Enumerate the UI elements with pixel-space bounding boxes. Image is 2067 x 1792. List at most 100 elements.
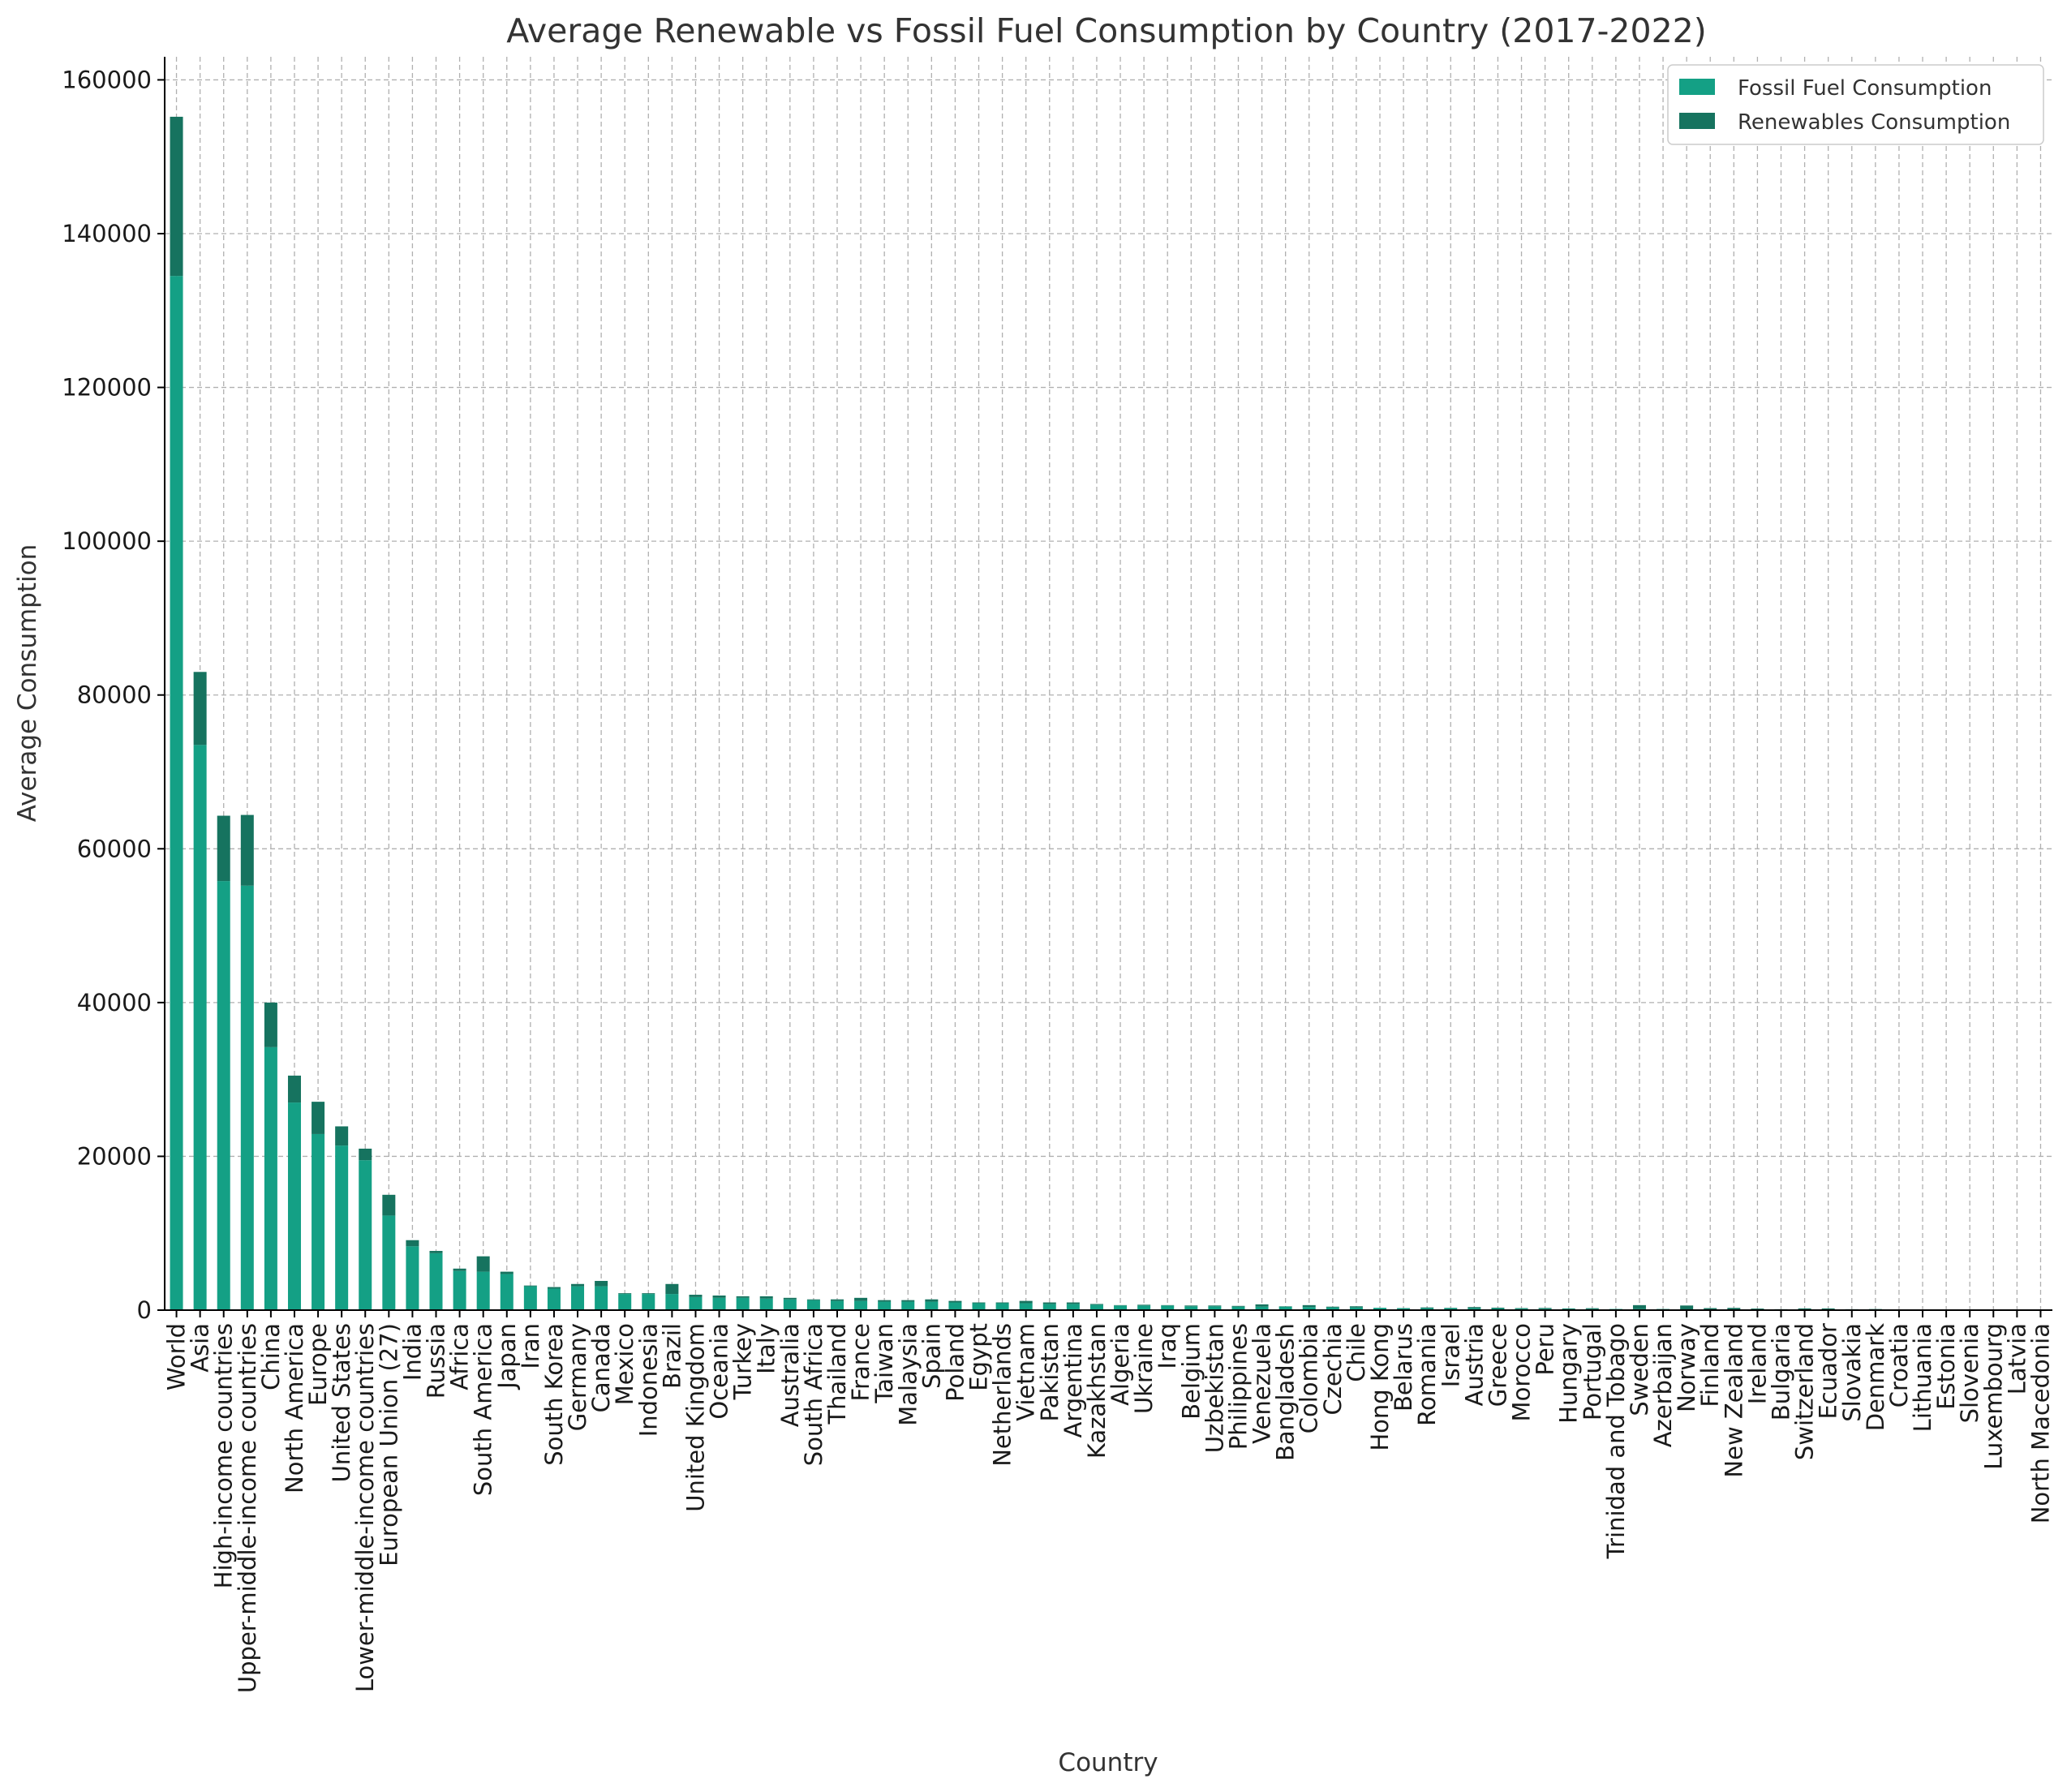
x-tick-label: Upper-middle-income countries bbox=[234, 1323, 261, 1693]
bar-renewables-36 bbox=[1019, 1300, 1033, 1304]
x-tick-label: High-income countries bbox=[210, 1323, 238, 1588]
bar-renewables-64 bbox=[1680, 1305, 1694, 1310]
x-tick-label: Chile bbox=[1343, 1323, 1370, 1382]
x-tick-label: Ecuador bbox=[1815, 1323, 1842, 1420]
x-tick-label: Russia bbox=[423, 1323, 450, 1399]
x-tick-label: Hungary bbox=[1555, 1323, 1583, 1424]
bar-fossil-46 bbox=[1255, 1306, 1269, 1310]
x-tick-label: Morocco bbox=[1508, 1323, 1536, 1421]
y-tick-label: 20000 bbox=[77, 1142, 152, 1170]
bar-fossil-12 bbox=[453, 1270, 466, 1310]
legend-label-renewables: Renewables Consumption bbox=[1738, 110, 2010, 135]
x-tick-label: France bbox=[847, 1323, 874, 1401]
x-tick-label: Spain bbox=[917, 1323, 945, 1389]
bar-fossil-2 bbox=[217, 881, 230, 1310]
bar-renewables-43 bbox=[1184, 1305, 1198, 1307]
grid-lines bbox=[165, 57, 2052, 1311]
bar-fossil-19 bbox=[618, 1294, 632, 1310]
bar-fossil-43 bbox=[1184, 1306, 1198, 1310]
bar-renewables-6 bbox=[312, 1102, 325, 1134]
x-tick-label: Brazil bbox=[658, 1323, 685, 1389]
bar-fossil-56 bbox=[1491, 1308, 1505, 1310]
x-tick-label: Switzerland bbox=[1791, 1323, 1819, 1460]
y-tick-label: 60000 bbox=[77, 835, 152, 862]
bar-renewables-20 bbox=[642, 1293, 655, 1295]
bar-fossil-28 bbox=[830, 1300, 844, 1310]
bar-fossil-15 bbox=[523, 1286, 537, 1310]
x-tick-label: Bulgaria bbox=[1767, 1323, 1794, 1420]
bar-fossil-37 bbox=[1042, 1304, 1056, 1310]
x-tick-label: Ireland bbox=[1743, 1323, 1771, 1404]
bar-fossil-31 bbox=[901, 1301, 915, 1310]
x-tick-label: Lower-middle-income countries bbox=[351, 1323, 379, 1692]
x-tick-label: South Korea bbox=[540, 1323, 568, 1466]
bar-fossil-16 bbox=[547, 1288, 561, 1310]
bar-fossil-27 bbox=[806, 1300, 820, 1310]
x-tick-label: Trinidad and Tobago bbox=[1602, 1323, 1630, 1559]
bar-renewables-38 bbox=[1066, 1302, 1080, 1304]
bar-fossil-8 bbox=[359, 1160, 372, 1310]
x-tick-label: Bangladesh bbox=[1272, 1323, 1300, 1461]
x-tick-label: New Zealand bbox=[1720, 1323, 1747, 1478]
bar-fossil-17 bbox=[571, 1286, 585, 1310]
x-tick-label: Portugal bbox=[1579, 1323, 1606, 1420]
x-tick-label: Pakistan bbox=[1036, 1323, 1064, 1421]
bar-renewables-18 bbox=[595, 1280, 608, 1287]
x-tick-label: Estonia bbox=[1932, 1323, 1960, 1410]
bar-renewables-14 bbox=[500, 1271, 514, 1274]
bar-fossil-13 bbox=[476, 1271, 490, 1310]
bar-renewables-66 bbox=[1727, 1308, 1741, 1310]
bar-fossil-40 bbox=[1114, 1305, 1128, 1310]
x-tick-label: Africa bbox=[446, 1323, 474, 1390]
bar-fossil-44 bbox=[1208, 1306, 1222, 1310]
y-tick-label: 40000 bbox=[77, 989, 152, 1016]
bar-renewables-55 bbox=[1468, 1307, 1481, 1309]
x-tick-label: Europe bbox=[304, 1323, 332, 1406]
bar-renewables-48 bbox=[1302, 1304, 1316, 1308]
bar-renewables-19 bbox=[618, 1293, 632, 1295]
x-tick-label: Malaysia bbox=[894, 1323, 922, 1426]
x-tick-label: China bbox=[257, 1323, 285, 1390]
bar-renewables-50 bbox=[1349, 1306, 1363, 1308]
bar-fossil-1 bbox=[193, 745, 207, 1310]
bar-renewables-41 bbox=[1137, 1304, 1151, 1306]
legend-frame bbox=[1667, 64, 2044, 145]
bar-renewables-13 bbox=[476, 1256, 490, 1272]
bar-renewables-12 bbox=[453, 1268, 466, 1271]
x-tick-label: Italy bbox=[753, 1323, 780, 1374]
x-tick-label: Argentina bbox=[1059, 1323, 1087, 1437]
x-tick-label: Poland bbox=[941, 1323, 969, 1402]
x-tick-label: European Union (27) bbox=[375, 1323, 402, 1566]
bar-fossil-41 bbox=[1137, 1305, 1151, 1310]
bar-renewables-30 bbox=[878, 1300, 892, 1302]
bar-fossil-51 bbox=[1373, 1308, 1387, 1310]
bar-fossil-7 bbox=[335, 1145, 349, 1310]
x-tick-label: Germany bbox=[564, 1323, 591, 1431]
bar-renewables-24 bbox=[736, 1296, 750, 1298]
x-tick-label: Greece bbox=[1484, 1323, 1511, 1407]
x-tick-label: North Macedonia bbox=[2026, 1323, 2054, 1523]
bar-renewables-34 bbox=[972, 1302, 986, 1304]
x-tick-label: Indonesia bbox=[634, 1323, 662, 1437]
x-tick-label: Israel bbox=[1437, 1323, 1464, 1387]
legend-swatch-renewables bbox=[1679, 113, 1715, 129]
bar-renewables-29 bbox=[854, 1297, 868, 1301]
bar-renewables-2 bbox=[217, 815, 230, 882]
bar-renewables-22 bbox=[689, 1295, 703, 1297]
bar-renewables-53 bbox=[1420, 1307, 1434, 1309]
bar-fossil-32 bbox=[925, 1301, 939, 1310]
x-tick-label: United Kingdom bbox=[681, 1323, 709, 1512]
bar-renewables-21 bbox=[665, 1283, 679, 1295]
bar-renewables-45 bbox=[1231, 1305, 1245, 1307]
x-tick-label: Lithuania bbox=[1909, 1323, 1936, 1432]
x-tick-label: Austria bbox=[1460, 1323, 1488, 1406]
bar-renewables-17 bbox=[571, 1283, 585, 1287]
chart-title: Average Renewable vs Fossil Fuel Consump… bbox=[506, 11, 1706, 50]
bar-renewables-46 bbox=[1255, 1304, 1269, 1307]
bar-renewables-26 bbox=[783, 1297, 797, 1300]
x-tick-label: Czechia bbox=[1319, 1323, 1347, 1415]
legend-label-fossil: Fossil Fuel Consumption bbox=[1738, 76, 1992, 101]
x-tick-label: Venezuela bbox=[1248, 1323, 1276, 1444]
